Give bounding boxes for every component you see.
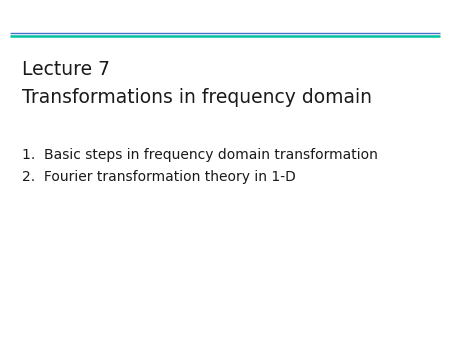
Text: Lecture 7: Lecture 7 <box>22 60 110 79</box>
Text: 2.  Fourier transformation theory in 1-D: 2. Fourier transformation theory in 1-D <box>22 170 296 184</box>
Text: 1.  Basic steps in frequency domain transformation: 1. Basic steps in frequency domain trans… <box>22 148 378 162</box>
Text: Transformations in frequency domain: Transformations in frequency domain <box>22 88 372 107</box>
